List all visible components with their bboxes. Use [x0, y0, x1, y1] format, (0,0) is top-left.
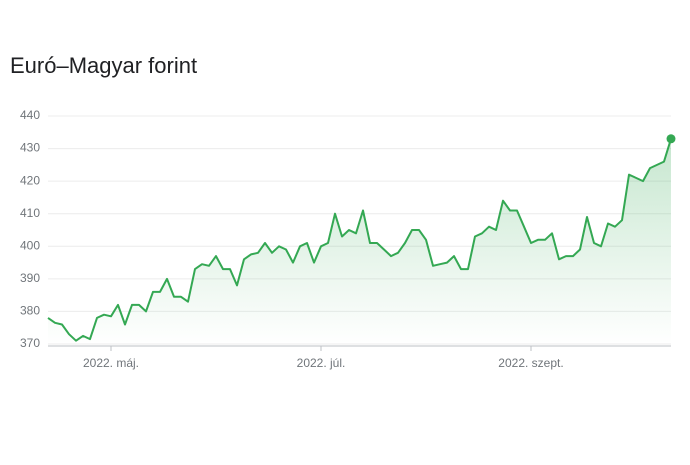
line — [47, 138, 672, 342]
x-tick-label: 2022. júl. — [297, 356, 346, 370]
y-tick-label: 420 — [20, 173, 40, 187]
x-tick-label: 2022. szept. — [498, 356, 563, 370]
x-tick-label: 2022. máj. — [83, 356, 139, 370]
y-tick-label: 370 — [20, 336, 40, 350]
y-tick-label: 440 — [20, 108, 40, 122]
area — [48, 138, 671, 344]
last-point — [666, 134, 676, 144]
y-tick-label: 410 — [20, 206, 40, 220]
y-tick-label: 380 — [20, 304, 40, 318]
chart-title: Euró–Magyar forint — [10, 53, 197, 78]
y-tick-label: 430 — [20, 141, 40, 155]
y-tick-label: 400 — [20, 238, 40, 252]
y-tick-label: 390 — [20, 271, 40, 285]
